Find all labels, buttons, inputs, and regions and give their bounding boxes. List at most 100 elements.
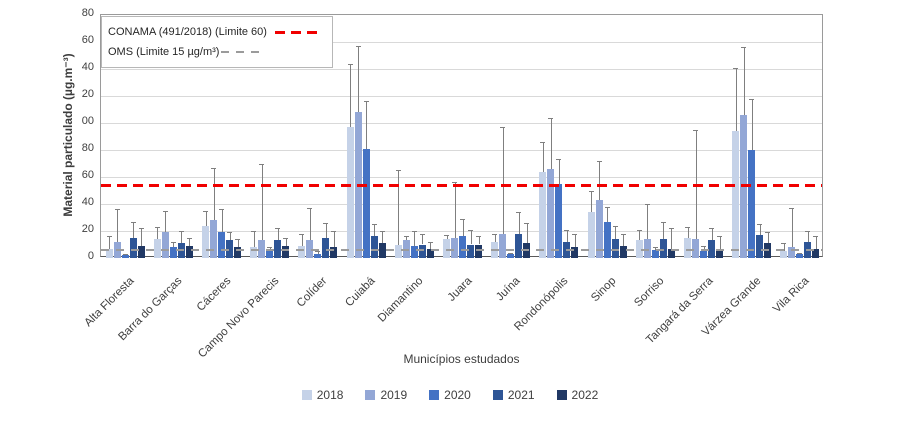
- bar-2022-Sinop: [619, 245, 627, 258]
- bar-2022-Alta Floresta: [137, 245, 145, 258]
- error-cap-2022-Colíder: [331, 231, 337, 232]
- error-bar-2018-Diamantino: [398, 170, 400, 245]
- error-cap-2021-Juína: [516, 212, 522, 214]
- error-bar-2018-Juara: [446, 235, 448, 240]
- legend-label-2018: 2018: [316, 388, 344, 402]
- error-bar-2021-Juara: [470, 229, 472, 245]
- conama-limit-line: [101, 183, 822, 187]
- error-bar-2018-Colíder: [301, 233, 303, 246]
- error-cap-2022-Tangará da Serra: [717, 236, 722, 238]
- y-gridline: [101, 68, 822, 70]
- error-cap-2019-Tangará da Serra: [693, 129, 698, 131]
- error-bar-2021-Tangará da Serra: [711, 228, 713, 241]
- bar-2022-Juína: [523, 243, 531, 258]
- error-bar-2019-Campo Novo Parecis: [261, 163, 263, 241]
- bar-2018-Várzea Grande: [732, 131, 740, 258]
- error-cap-2021-Diamantino: [419, 233, 425, 235]
- error-cap-2020-Campo Novo Parecis: [267, 247, 273, 249]
- error-bar-2018-Tangará da Serra: [687, 226, 689, 238]
- plot-area: CONAMA (491/2018) (Limite 60) OMS (Limit…: [100, 14, 823, 259]
- x-axis-title: Municípios estudados: [403, 352, 520, 366]
- error-cap-2019-Sorriso: [644, 204, 650, 205]
- error-cap-2022-Rondonópolis: [572, 233, 578, 235]
- error-cap-2018-Tangará da Serra: [685, 226, 690, 228]
- error-bar-2021-Várzea Grande: [759, 224, 761, 236]
- error-cap-2021-Barra do Garças: [178, 231, 184, 232]
- error-cap-2019-Rondonópolis: [548, 117, 554, 119]
- error-cap-2021-Várzea Grande: [757, 224, 763, 226]
- error-bar-2021-Cáceres: [229, 232, 231, 241]
- bar-2019-Juína: [499, 233, 507, 258]
- error-cap-2021-Sinop: [612, 225, 618, 227]
- reference-legend-box: CONAMA (491/2018) (Limite 60) OMS (Limit…: [101, 16, 333, 68]
- error-cap-2020-Rondonópolis: [556, 159, 562, 161]
- error-cap-2022-Diamantino: [427, 241, 433, 243]
- bar-2021-Diamantino: [418, 244, 426, 258]
- error-cap-2020-Cuiabá: [363, 101, 369, 103]
- bar-2021-Alta Floresta: [129, 237, 137, 259]
- error-cap-2022-Juara: [476, 236, 481, 238]
- error-cap-2020-Sorriso: [652, 247, 658, 249]
- error-cap-2019-Cáceres: [211, 167, 216, 169]
- error-bar-2019-Colíder: [309, 208, 311, 241]
- error-bar-2018-Cuiabá: [350, 63, 352, 127]
- bar-2020-Juína: [507, 253, 515, 258]
- error-bar-2018-Cáceres: [205, 210, 207, 226]
- y-tick-label: 0: [87, 250, 94, 262]
- bar-2019-Juara: [451, 237, 458, 259]
- x-category-label-text: Sorriso: [632, 275, 667, 310]
- bar-2018-Alta Floresta: [105, 248, 113, 258]
- x-category-label-text: Cuiabá: [343, 275, 378, 310]
- error-bar-2022-Campo Novo Parecis: [285, 237, 287, 246]
- error-cap-2019-Campo Novo Parecis: [259, 163, 265, 165]
- error-bar-2019-Cuiabá: [358, 46, 360, 113]
- error-cap-2021-Cáceres: [227, 232, 232, 234]
- error-bar-2021-Juína: [518, 212, 520, 234]
- error-bar-2020-Rondonópolis: [558, 159, 560, 184]
- y-gridline: [101, 176, 822, 178]
- error-bar-2018-Vila Rica: [783, 243, 785, 252]
- legend-label-2020: 2020: [444, 388, 471, 402]
- bar-2018-Cáceres: [202, 225, 209, 258]
- error-bar-2019-Rondonópolis: [550, 117, 552, 169]
- error-cap-2021-Rondonópolis: [564, 229, 570, 231]
- bar-2022-Barra do Garças: [185, 245, 193, 258]
- error-bar-2022-Colíder: [333, 231, 335, 248]
- bar-2021-Colíder: [322, 237, 330, 259]
- bar-2018-Diamantino: [394, 244, 402, 258]
- bar-2021-Juína: [515, 233, 523, 258]
- conama-dashed-line-sample: [274, 30, 323, 34]
- y-tick-label: 20: [81, 88, 94, 100]
- oms-dashed-line-sample: [221, 50, 262, 53]
- bar-2020-Sinop: [603, 221, 611, 258]
- bar-2021-Juara: [467, 244, 474, 258]
- bar-2020-Vila Rica: [796, 253, 804, 258]
- error-bar-2020-Sinop: [607, 206, 609, 222]
- bar-2018-Rondonópolis: [539, 171, 547, 258]
- error-bar-2021-Vila Rica: [807, 231, 809, 242]
- error-cap-2020-Alta Floresta: [122, 253, 128, 255]
- x-category-label-text: Juína: [493, 275, 523, 304]
- error-bar-2020-Tangará da Serra: [703, 245, 705, 252]
- error-bar-2022-Barra do Garças: [189, 237, 191, 246]
- error-bar-2019-Barra do Garças: [165, 210, 167, 233]
- error-cap-2020-Várzea Grande: [749, 98, 755, 100]
- error-cap-2020-Juína: [508, 252, 514, 254]
- error-cap-2019-Alta Floresta: [114, 209, 120, 211]
- y-tick-label: 60: [81, 169, 94, 181]
- bar-2018-Campo Novo Parecis: [250, 247, 258, 258]
- y-tick-label: 80: [81, 142, 94, 154]
- y-gridline: [101, 203, 822, 205]
- error-bar-2022-Alta Floresta: [141, 228, 143, 246]
- error-cap-2019-Vila Rica: [789, 208, 795, 210]
- error-bar-2022-Sorriso: [671, 228, 673, 249]
- error-cap-2021-Vila Rica: [805, 231, 811, 232]
- y-tick-label: 60: [81, 34, 94, 46]
- bar-2019-Vila Rica: [788, 247, 796, 258]
- y-gridline: [101, 149, 822, 151]
- bar-2019-Sinop: [595, 199, 603, 258]
- bar-2021-Barra do Garças: [177, 243, 185, 258]
- error-cap-2022-Barra do Garças: [186, 237, 192, 239]
- error-cap-2020-Barra do Garças: [170, 241, 176, 243]
- legend-item-2022: 2022: [556, 388, 598, 402]
